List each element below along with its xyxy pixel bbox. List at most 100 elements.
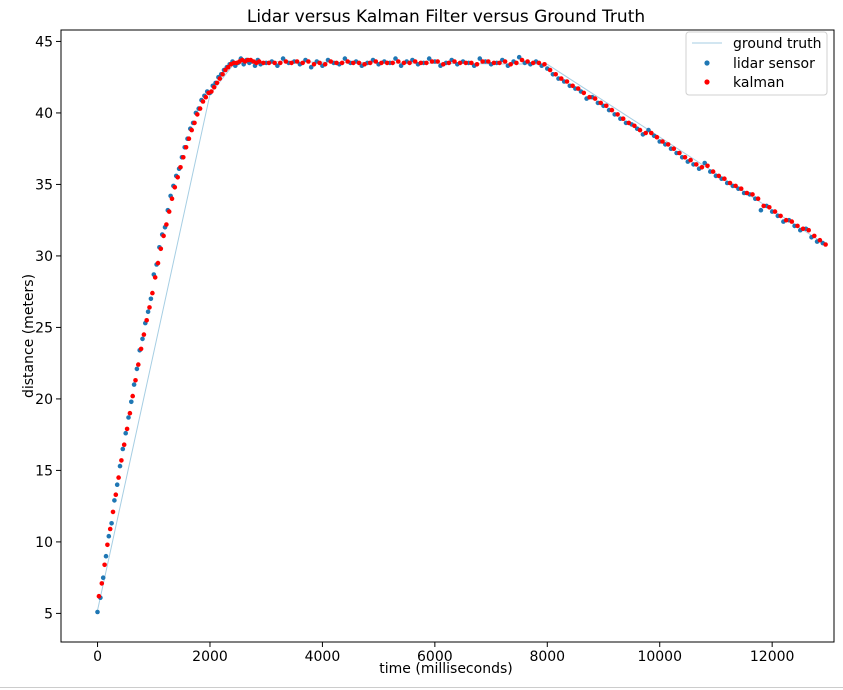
data-point-lidar-sensor <box>120 446 126 452</box>
data-point-kalman <box>220 72 225 77</box>
y-tick-label: 5 <box>44 606 53 622</box>
data-point-kalman <box>722 176 727 181</box>
data-point-kalman <box>660 139 665 144</box>
data-point-kalman <box>530 60 536 66</box>
y-axis-label: distance (meters) <box>21 274 37 398</box>
data-point-kalman <box>429 59 435 64</box>
data-point-kalman <box>688 157 693 163</box>
data-point-lidar-sensor <box>95 609 100 615</box>
data-point-kalman <box>626 120 632 126</box>
data-point-lidar-sensor <box>702 160 707 166</box>
data-point-kalman <box>817 237 823 243</box>
x-axis-label: time (milliseconds) <box>379 661 512 677</box>
data-point-kalman <box>750 192 755 197</box>
data-point-kalman <box>727 180 733 186</box>
data-point-lidar-sensor <box>123 430 128 436</box>
data-point-kalman <box>373 59 379 64</box>
data-point-kalman <box>133 378 138 383</box>
data-point-kalman <box>283 59 289 64</box>
data-point-kalman <box>761 203 766 209</box>
data-point-kalman <box>592 96 598 101</box>
x-tick-label: 12000 <box>750 649 795 665</box>
data-point-kalman <box>356 60 362 66</box>
data-point-kalman <box>141 332 147 337</box>
data-point-kalman <box>203 94 209 100</box>
data-point-kalman <box>166 209 172 214</box>
data-point-kalman <box>181 155 186 160</box>
chart-title: Lidar versus Kalman Filter versus Ground… <box>247 7 645 27</box>
data-point-kalman <box>178 165 183 170</box>
data-point-kalman <box>362 62 367 67</box>
data-point-kalman <box>144 318 149 323</box>
data-point-kalman <box>615 112 620 117</box>
data-point-kalman <box>716 173 722 179</box>
data-point-kalman <box>812 233 817 239</box>
data-point-kalman <box>733 183 738 189</box>
data-point-kalman <box>200 99 206 104</box>
bottom-divider <box>0 687 843 688</box>
data-point-kalman <box>150 290 155 296</box>
series-layer <box>95 54 828 615</box>
legend-marker-lidar-sensor <box>704 60 710 66</box>
y-tick-label: 25 <box>35 320 53 336</box>
y-tick-label: 20 <box>35 392 53 408</box>
data-point-kalman <box>795 223 800 229</box>
data-point-kalman <box>119 458 124 463</box>
legend-label-lidar-sensor: lidar sensor <box>733 56 815 72</box>
data-point-kalman <box>189 127 194 133</box>
y-tick-label: 40 <box>35 106 53 122</box>
data-point-kalman <box>778 213 783 219</box>
data-point-lidar-sensor <box>126 415 131 420</box>
data-point-kalman <box>390 60 396 66</box>
y-tick-label: 45 <box>35 34 53 50</box>
data-point-kalman <box>105 542 110 548</box>
legend-marker-kalman <box>704 79 710 85</box>
data-point-kalman <box>155 260 161 266</box>
data-point-lidar-sensor <box>280 56 286 61</box>
data-point-kalman <box>211 84 217 90</box>
data-point-kalman <box>127 410 133 416</box>
data-point-kalman <box>604 103 609 109</box>
data-point-kalman <box>463 60 469 66</box>
x-tick-label: 4000 <box>305 649 341 665</box>
data-point-lidar-sensor <box>646 127 651 133</box>
series-line-ground-truth <box>97 60 826 611</box>
data-point-kalman <box>772 209 778 214</box>
data-point-kalman <box>256 59 262 64</box>
data-point-kalman <box>136 362 141 367</box>
data-point-kalman <box>620 116 626 121</box>
data-point-lidar-sensor <box>148 296 154 302</box>
data-point-kalman <box>435 59 441 64</box>
data-point-kalman <box>474 62 480 67</box>
y-tick-label: 35 <box>35 177 53 193</box>
data-point-kalman <box>800 226 806 232</box>
data-point-kalman <box>164 222 169 227</box>
data-point-kalman <box>671 146 677 151</box>
y-tick-label: 30 <box>35 249 53 265</box>
data-point-kalman <box>225 64 231 70</box>
data-point-kalman <box>169 196 175 201</box>
data-point-kalman <box>710 169 716 174</box>
data-point-kalman <box>197 106 203 111</box>
data-point-kalman <box>183 145 189 150</box>
data-point-lidar-sensor <box>516 54 522 60</box>
data-point-kalman <box>783 217 789 223</box>
data-point-kalman <box>379 60 384 66</box>
data-point-kalman <box>113 492 119 498</box>
x-tick-label: 6000 <box>417 649 453 665</box>
data-point-kalman <box>334 60 339 66</box>
data-point-lidar-sensor <box>758 207 764 213</box>
x-tick-label: 10000 <box>637 649 682 665</box>
data-point-kalman <box>581 90 587 96</box>
data-point-kalman <box>806 227 811 233</box>
data-point-kalman <box>294 59 300 64</box>
data-point-kalman <box>261 60 266 66</box>
data-point-kalman <box>564 79 570 84</box>
data-point-kalman <box>682 155 688 160</box>
data-point-kalman <box>102 562 107 568</box>
data-point-kalman <box>598 100 603 106</box>
data-point-kalman <box>345 59 351 64</box>
legend-label-kalman: kalman <box>733 75 784 91</box>
data-point-kalman <box>289 60 294 66</box>
data-point-kalman <box>665 142 671 147</box>
